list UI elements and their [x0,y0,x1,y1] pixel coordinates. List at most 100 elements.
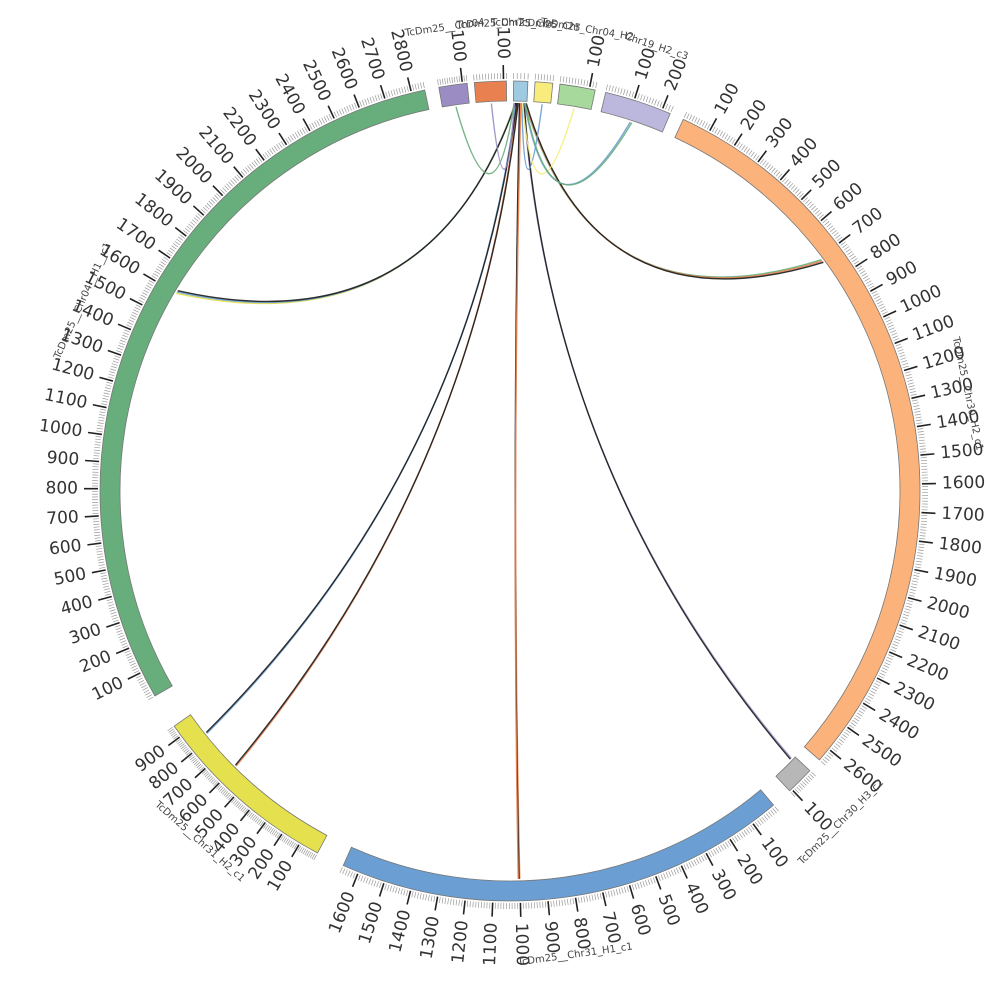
minor-tick [216,784,221,789]
major-tick [278,132,288,146]
minor-tick [859,270,866,275]
minor-tick [123,332,129,336]
minor-tick [395,887,398,894]
minor-tick [254,817,260,823]
minor-tick [592,81,595,88]
tick-label: 500 [654,892,684,929]
minor-tick [902,362,909,366]
minor-tick [864,277,870,282]
segment-s_blue [512,80,529,102]
minor-tick [773,169,778,175]
minor-tick [184,227,190,233]
minor-tick [753,153,758,159]
minor-tick [594,894,597,901]
minor-tick [828,752,834,757]
minor-tick [652,877,656,884]
minor-tick [799,193,804,198]
tick-label: 100 [711,80,744,118]
minor-tick [211,779,217,785]
minor-tick [884,316,891,320]
minor-tick [762,160,767,166]
minor-tick [729,137,734,143]
minor-tick [820,761,826,766]
segment-c30h2c1 [674,118,921,761]
minor-tick [912,399,919,402]
minor-tick [348,104,352,111]
minor-tick [129,316,136,321]
major-tick [733,133,743,146]
minor-tick [232,799,238,805]
minor-tick [715,847,720,854]
minor-tick [903,613,909,617]
minor-tick [328,114,333,120]
minor-tick [179,234,185,239]
minor-tick [137,677,143,681]
minor-tick [696,118,701,125]
minor-tick [103,392,110,395]
minor-tick [371,879,374,886]
minor-tick [135,304,142,308]
minor-tick [909,591,916,594]
minor-tick [549,74,552,81]
minor-tick [608,85,611,92]
minor-tick [293,843,298,850]
minor-tick [450,898,452,905]
tick-label: 1300 [417,915,444,961]
minor-tick [786,181,792,187]
minor-tick [919,442,926,444]
minor-tick [698,857,702,863]
minor-tick [145,691,151,696]
minor-tick [111,363,118,366]
minor-tick [195,215,201,220]
minor-tick [401,87,404,94]
major-tick [847,726,860,736]
minor-tick [304,849,309,856]
major-tick [918,540,933,544]
minor-tick [884,662,891,666]
minor-tick [719,131,724,137]
minor-tick [901,619,908,622]
minor-tick [290,841,295,847]
minor-tick [859,707,866,712]
minor-tick [173,735,179,740]
segment-c30h3c2 [775,756,811,792]
minor-tick [268,826,273,833]
minor-tick [104,389,111,392]
minor-tick [878,303,884,307]
minor-tick [568,77,571,84]
link-s_purple-s_blue [455,102,515,175]
minor-tick [373,880,377,887]
minor-tick [714,128,719,134]
tick-label: 1600 [325,889,360,937]
minor-tick [828,225,834,230]
minor-tick [276,832,281,839]
minor-tick [803,779,809,784]
minor-tick [784,179,789,185]
minor-tick [559,76,562,83]
minor-tick [251,162,256,168]
minor-tick [105,384,112,387]
minor-tick [918,543,925,546]
minor-tick [243,808,249,814]
minor-tick [267,150,272,156]
minor-tick [125,652,132,656]
tick-label: 2200 [904,651,952,686]
major-tick [127,672,141,680]
minor-tick [444,78,446,85]
minor-tick [94,444,101,446]
minor-tick [620,88,623,95]
tick-label: 100 [584,33,610,69]
minor-tick [256,818,261,824]
major-tick [434,896,439,911]
minor-tick [372,96,375,103]
tick-label: 1400 [386,908,416,955]
minor-tick [865,280,872,285]
minor-tick [891,646,898,650]
minor-tick [193,217,199,222]
minor-tick [384,883,387,890]
minor-tick [458,76,461,83]
minor-tick [212,196,218,202]
minor-tick [452,899,455,906]
minor-tick [446,77,449,84]
